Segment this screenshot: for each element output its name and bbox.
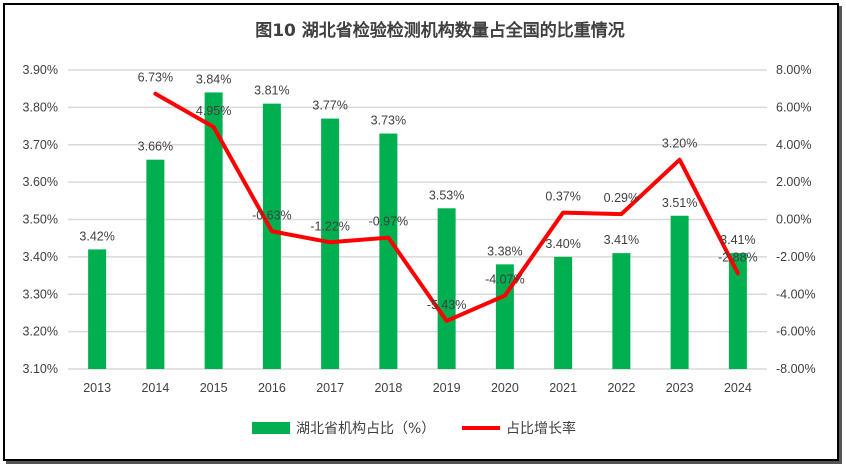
line-data-label: -2.88% bbox=[718, 250, 758, 264]
bar-data-label: 3.77% bbox=[312, 99, 347, 113]
right-tick-label: 0.00% bbox=[776, 213, 811, 227]
bar bbox=[88, 249, 107, 369]
line-data-label: -0.63% bbox=[252, 208, 292, 222]
left-tick-label: 3.30% bbox=[23, 287, 58, 301]
bar bbox=[204, 92, 223, 370]
bar-data-label: 3.51% bbox=[662, 196, 697, 210]
bar-data-label: 3.42% bbox=[79, 229, 114, 243]
bar bbox=[728, 253, 747, 369]
x-tick-label: 2020 bbox=[491, 381, 519, 395]
bar-data-label: 3.53% bbox=[429, 188, 464, 202]
x-tick-label: 2023 bbox=[666, 381, 694, 395]
bar-data-label: 3.84% bbox=[196, 72, 231, 86]
legend-label-line: 占比增长率 bbox=[506, 420, 576, 437]
line-data-label: 6.73% bbox=[138, 71, 173, 85]
x-tick-label: 2022 bbox=[607, 381, 635, 395]
left-tick-label: 3.40% bbox=[23, 250, 58, 264]
x-tick-label: 2016 bbox=[258, 381, 286, 395]
left-tick-label: 3.90% bbox=[23, 63, 58, 77]
left-tick-label: 3.20% bbox=[23, 325, 58, 339]
bar bbox=[612, 253, 631, 369]
left-tick-label: 3.60% bbox=[23, 175, 58, 189]
right-tick-label: 6.00% bbox=[776, 100, 811, 114]
right-tick-label: 8.00% bbox=[776, 63, 811, 77]
bar bbox=[146, 159, 165, 369]
legend-swatch-bar bbox=[252, 422, 290, 434]
chart-frame bbox=[3, 3, 839, 461]
bar-data-label: 3.81% bbox=[254, 84, 289, 98]
right-tick-label: 2.00% bbox=[776, 175, 811, 189]
x-tick-label: 2019 bbox=[433, 381, 461, 395]
x-tick-label: 2013 bbox=[83, 381, 111, 395]
right-tick-label: -4.00% bbox=[776, 287, 816, 301]
line-data-label: -0.97% bbox=[369, 215, 409, 229]
bar-data-label: 3.73% bbox=[371, 114, 406, 128]
x-tick-label: 2018 bbox=[374, 381, 402, 395]
bar bbox=[379, 133, 398, 369]
right-tick-label: -6.00% bbox=[776, 325, 816, 339]
legend: 湖北省机构占比（%） 占比增长率 bbox=[252, 420, 576, 437]
x-tick-label: 2024 bbox=[724, 381, 752, 395]
x-tick-label: 2014 bbox=[141, 381, 169, 395]
right-tick-label: -2.00% bbox=[776, 250, 816, 264]
legend-label-bar: 湖北省机构占比（%） bbox=[296, 421, 435, 437]
line-data-label: -1.22% bbox=[310, 219, 350, 233]
left-tick-label: 3.50% bbox=[23, 213, 58, 227]
line-data-label: 0.29% bbox=[604, 191, 639, 205]
bar-data-label: 3.41% bbox=[604, 233, 639, 247]
bar-data-label: 3.40% bbox=[545, 237, 580, 251]
line-data-label: 3.20% bbox=[662, 137, 697, 151]
left-tick-label: 3.10% bbox=[23, 362, 58, 376]
bar bbox=[262, 103, 281, 369]
bar bbox=[554, 256, 573, 369]
x-tick-label: 2021 bbox=[549, 381, 577, 395]
bar-data-label: 3.66% bbox=[138, 140, 173, 154]
left-tick-label: 3.80% bbox=[23, 100, 58, 114]
bar bbox=[670, 215, 689, 369]
bar-data-label: 3.38% bbox=[487, 244, 522, 258]
left-tick-label: 3.70% bbox=[23, 138, 58, 152]
x-tick-label: 2015 bbox=[200, 381, 228, 395]
line-data-label: 4.95% bbox=[196, 104, 231, 118]
right-tick-label: -8.00% bbox=[776, 362, 816, 376]
right-tick-label: 4.00% bbox=[776, 138, 811, 152]
line-data-label: -5.43% bbox=[427, 298, 467, 312]
x-tick-label: 2017 bbox=[316, 381, 344, 395]
bar bbox=[437, 208, 456, 369]
line-data-label: 0.37% bbox=[545, 190, 580, 204]
line-data-label: -4.07% bbox=[485, 273, 525, 287]
chart-title: 图10 湖北省检验检测机构数量占全国的比重情况 bbox=[255, 20, 625, 41]
bar-data-label: 3.41% bbox=[720, 233, 755, 247]
